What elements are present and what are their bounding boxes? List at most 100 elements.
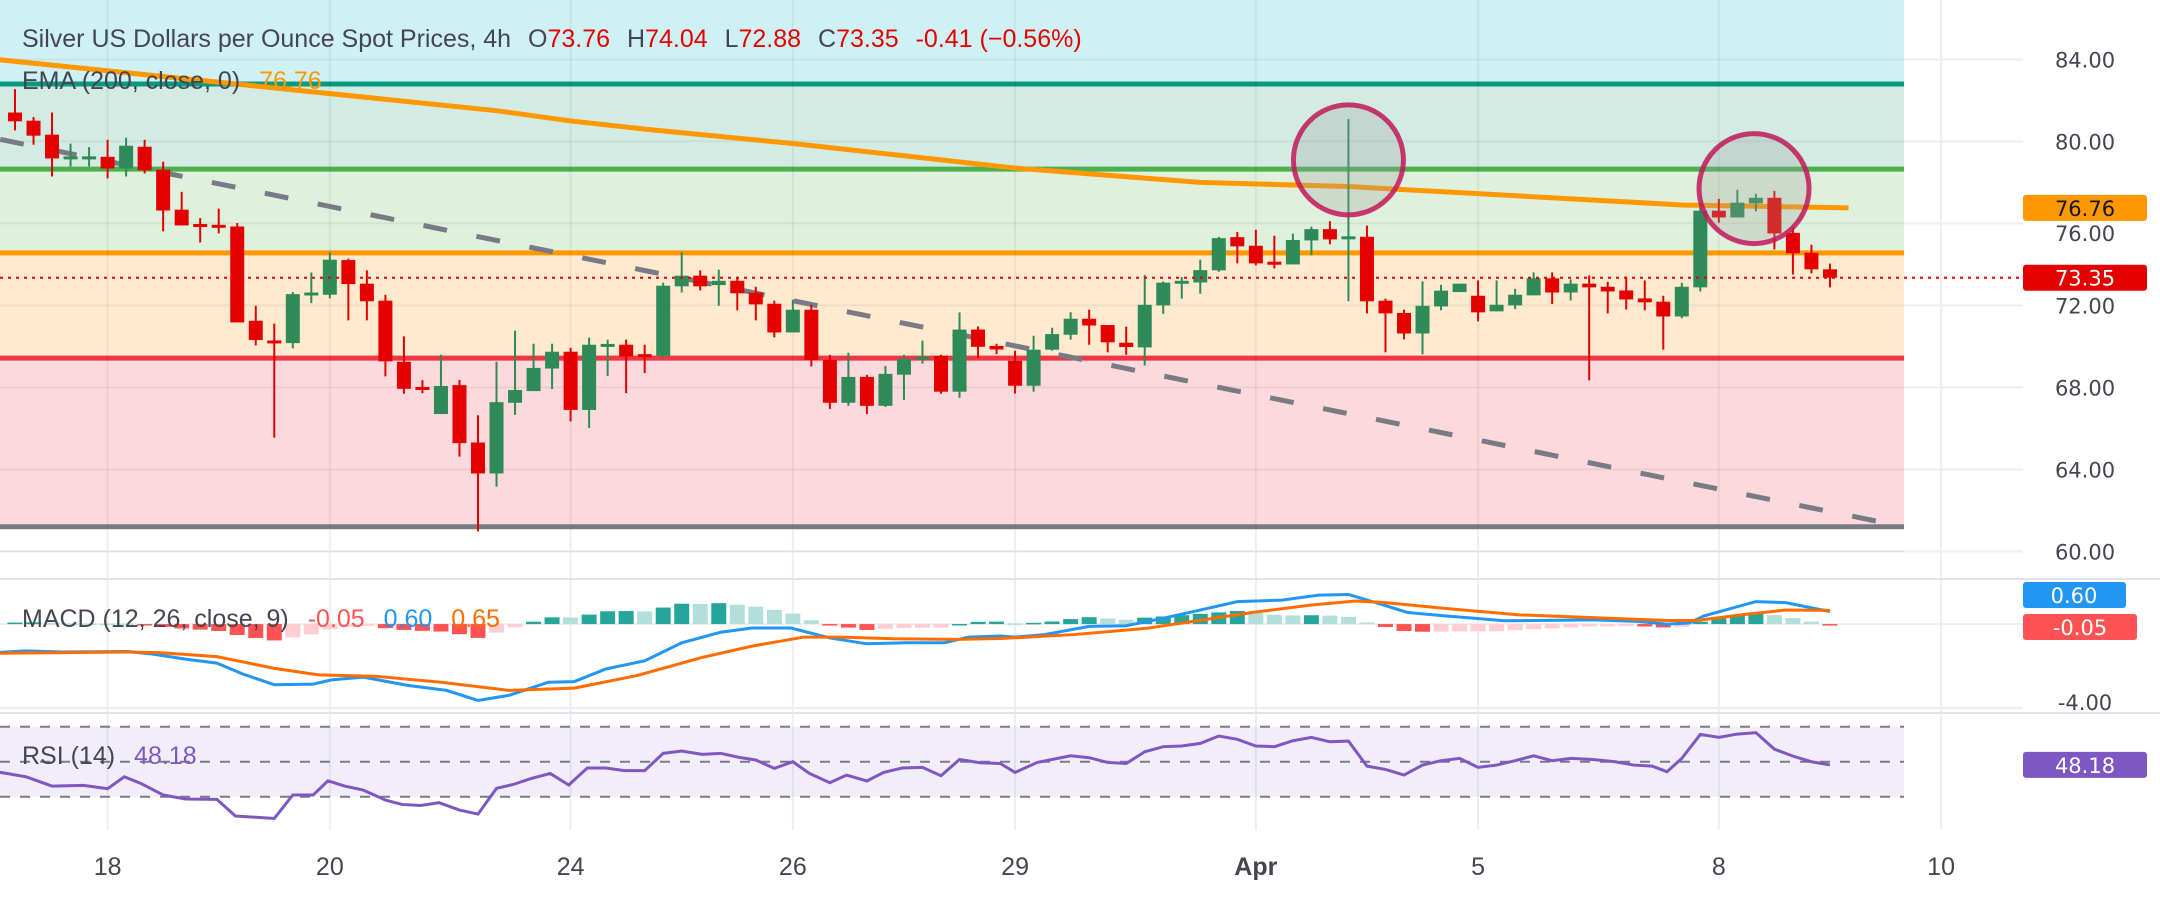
high-label: H — [627, 25, 645, 53]
candle-body — [1341, 236, 1356, 240]
macd-histogram-bar — [526, 621, 542, 625]
macd-histogram-bar — [26, 622, 42, 625]
candle-body — [1026, 349, 1041, 386]
candle-body — [1008, 360, 1023, 386]
macd-badge-text: 0.60 — [2051, 584, 2098, 608]
candle-body — [1045, 334, 1060, 350]
circle-annotation[interactable] — [1290, 102, 1406, 218]
macd-histogram-bar — [192, 624, 208, 630]
macd-histogram-bar — [266, 624, 282, 641]
macd-histogram-bar — [211, 624, 227, 631]
fibonacci-retracement[interactable] — [0, 0, 1905, 553]
candle — [859, 374, 874, 415]
candle-body — [1471, 295, 1486, 313]
macd-axis-label: -4.00 — [2058, 691, 2112, 715]
fib-zone — [0, 0, 1905, 85]
candle — [1100, 325, 1115, 353]
candle-body — [1693, 210, 1708, 288]
candle — [1415, 281, 1430, 355]
candle-body — [1600, 286, 1615, 292]
candle-body — [359, 283, 374, 302]
candle — [1434, 284, 1449, 311]
macd-histogram-bar — [1692, 621, 1708, 625]
ema-legend[interactable]: EMA (200, close, 0) 76.76 — [22, 67, 322, 95]
macd-histogram-bar — [1044, 621, 1060, 625]
fib-zone — [0, 252, 1905, 359]
candle-body — [934, 355, 948, 392]
macd-histogram-bar — [63, 623, 79, 625]
candle — [26, 117, 41, 145]
macd-histogram-bar — [248, 624, 264, 638]
macd-histogram-bar — [1674, 624, 1690, 627]
candle-body — [785, 309, 800, 333]
candle-body — [1489, 304, 1504, 312]
macd-legend[interactable]: MACD (12, 26, close, 9) -0.05 0.60 0.65 — [22, 605, 500, 633]
candle-body — [137, 146, 152, 171]
ema-200-line — [0, 57, 1849, 211]
candle — [304, 272, 319, 304]
macd-histogram-bar — [377, 624, 393, 629]
signal-line — [0, 599, 1830, 692]
macd-histogram-bar — [1470, 624, 1486, 632]
candle-body — [1656, 301, 1671, 317]
candle-body — [1156, 282, 1171, 306]
candle-body — [600, 343, 615, 347]
candle — [1674, 282, 1689, 319]
time-axis[interactable]: 18 20 24 26 29 Apr 5 8 10 — [94, 853, 1955, 881]
candle-body — [637, 354, 652, 358]
candle — [748, 286, 763, 321]
macd-histogram-bar — [1174, 615, 1190, 625]
macd-histogram-bar — [229, 624, 245, 635]
price-axis-label: 68.00 — [2055, 376, 2115, 400]
macd-histogram-bar — [748, 606, 764, 625]
candle-body — [1434, 290, 1449, 307]
rsi-legend[interactable]: RSI (14) 48.18 — [22, 742, 197, 770]
candle-body — [545, 351, 560, 369]
candle — [137, 139, 152, 174]
macd-histogram-bar — [581, 614, 597, 625]
time-axis-label: 24 — [557, 853, 585, 881]
price-axis[interactable]: 84.00 80.00 76.00 72.00 68.00 64.00 60.00 -4.00 — [2055, 48, 2115, 715]
macd-histogram-bar — [914, 624, 930, 628]
symbol-legend[interactable]: Silver US Dollars per Ounce Spot Prices,… — [22, 25, 1082, 53]
candle — [1600, 281, 1615, 314]
candle-body — [341, 260, 356, 285]
circle-annotations[interactable] — [1290, 102, 1812, 247]
macd-histogram-bar — [1063, 619, 1079, 625]
macd-line-value: 0.60 — [384, 605, 433, 633]
candle — [711, 269, 726, 306]
time-axis-label: Apr — [1234, 853, 1277, 881]
candle — [1045, 327, 1060, 351]
macd-histogram-bar — [1266, 614, 1282, 625]
macd-histogram-bar — [100, 623, 116, 626]
candle — [1304, 226, 1319, 256]
candle-body — [248, 320, 263, 341]
macd-legend-label: MACD (12, 26, close, 9) — [22, 605, 289, 633]
macd-histogram-bar — [1452, 624, 1468, 632]
close-value: 73.35 — [836, 25, 899, 53]
candle-body — [1508, 294, 1523, 306]
candle — [1711, 198, 1726, 223]
candle-body — [693, 275, 708, 287]
candle — [45, 112, 60, 177]
candle — [8, 89, 22, 131]
open-value: 73.76 — [548, 25, 611, 53]
candle — [693, 270, 708, 291]
macd-histogram-bar — [1803, 621, 1819, 625]
macd-histogram-bar — [1396, 624, 1412, 632]
candle — [452, 380, 467, 457]
macd-histogram-bar — [1711, 618, 1727, 625]
circle-annotation[interactable] — [1696, 131, 1812, 247]
macd-histogram-bar — [711, 603, 727, 625]
candle-body — [619, 344, 634, 357]
candle-body — [285, 294, 300, 344]
candlestick-series — [8, 89, 1837, 532]
price-axis-label: 80.00 — [2055, 130, 2115, 154]
macd-histogram-bar — [81, 623, 97, 626]
candle — [730, 277, 745, 311]
candle — [582, 337, 597, 428]
candle-body — [1822, 269, 1837, 278]
macd-histogram-bar — [1748, 612, 1764, 625]
candle — [896, 354, 911, 400]
